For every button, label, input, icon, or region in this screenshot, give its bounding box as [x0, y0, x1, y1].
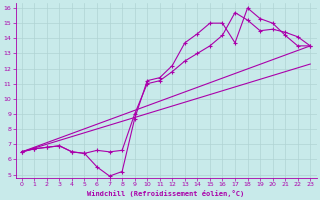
X-axis label: Windchill (Refroidissement éolien,°C): Windchill (Refroidissement éolien,°C) [87, 190, 245, 197]
